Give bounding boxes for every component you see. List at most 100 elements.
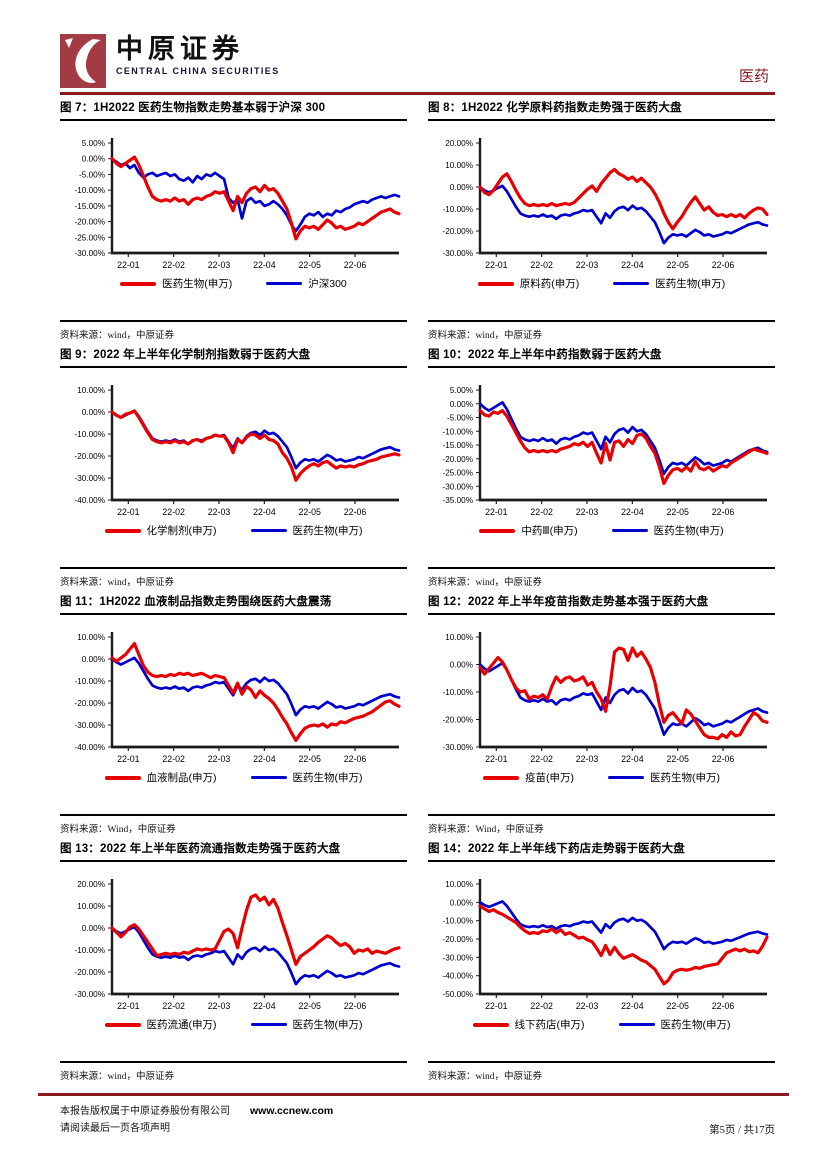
svg-text:-30.00%: -30.00% xyxy=(443,743,474,752)
chart-title: 图 11：1H2022 血液制品指数走势围绕医药大盘震荡 xyxy=(60,591,407,615)
svg-text:0.00%: 0.00% xyxy=(450,661,473,670)
svg-text:22-04: 22-04 xyxy=(621,754,644,764)
legend-label: 血液制品(申万) xyxy=(146,772,217,784)
svg-text:10.00%: 10.00% xyxy=(77,633,105,642)
line-chart: 10.00% 0.00% -10.00% -20.00% -30.00% -40.00% -… xyxy=(428,862,775,1032)
svg-text:-30.00%: -30.00% xyxy=(75,990,106,999)
chart-panel-fig7: 图 7：1H2022 医药生物指数走势基本弱于沪深 300 5.00% 0.00%… xyxy=(60,97,407,344)
svg-text:-40.00%: -40.00% xyxy=(443,972,474,981)
chart-panel-fig12: 图 12：2022 年上半年疫苗指数走势基本强于医药大盘 10.00% 0.00%… xyxy=(428,591,775,838)
blue-line-swatch xyxy=(250,775,287,780)
legend-entry: 医药生物(申万) xyxy=(250,1017,363,1032)
brand-name-en: CENTRAL CHINA SECURITIES xyxy=(116,66,280,77)
svg-text:-10.00%: -10.00% xyxy=(443,917,474,926)
svg-text:22-06: 22-06 xyxy=(344,1001,367,1011)
chart-canvas: 10.00% 0.00% -10.00% -20.00% -30.00% -40.00% -… xyxy=(428,874,775,1013)
svg-text:10.00%: 10.00% xyxy=(77,902,105,911)
svg-text:10.00%: 10.00% xyxy=(445,161,473,170)
legend-label: 医药生物(申万) xyxy=(653,525,724,537)
header-rule xyxy=(60,92,775,95)
svg-text:22-06: 22-06 xyxy=(344,507,367,517)
chart-canvas: 20.00% 10.00% 0.00% -10.00% -20.00% -30.00% 22… xyxy=(428,133,775,272)
svg-text:22-03: 22-03 xyxy=(576,260,599,270)
svg-text:0.00%: 0.00% xyxy=(450,400,473,409)
svg-text:22-05: 22-05 xyxy=(666,260,689,270)
legend-entry: 化学制剂(申万) xyxy=(104,523,217,538)
svg-text:0.00%: 0.00% xyxy=(82,155,105,164)
svg-text:22-02: 22-02 xyxy=(162,260,185,270)
svg-text:0.00%: 0.00% xyxy=(450,183,473,192)
svg-text:5.00%: 5.00% xyxy=(450,386,473,395)
svg-text:22-04: 22-04 xyxy=(253,507,276,517)
svg-text:-10.00%: -10.00% xyxy=(443,427,474,436)
svg-text:22-01: 22-01 xyxy=(485,507,508,517)
svg-text:22-06: 22-06 xyxy=(712,507,735,517)
blue-line-swatch xyxy=(266,281,303,286)
disclaimer-text: 请阅读最后一页各项声明 xyxy=(60,1123,170,1134)
svg-text:-30.00%: -30.00% xyxy=(443,249,474,258)
svg-text:22-02: 22-02 xyxy=(530,260,553,270)
source-note: 资料来源：wind，中原证券 xyxy=(428,567,775,591)
source-note: 资料来源：wind，中原证券 xyxy=(60,320,407,344)
svg-text:22-03: 22-03 xyxy=(576,1001,599,1011)
legend-label: 中药Ⅲ(申万) xyxy=(521,525,578,537)
svg-text:-30.00%: -30.00% xyxy=(75,249,106,258)
chart-panel-fig10: 图 10：2022 年上半年中药指数弱于医药大盘 5.00% 0.00% -5.00… xyxy=(428,344,775,591)
svg-text:-30.00%: -30.00% xyxy=(75,474,106,483)
svg-text:22-03: 22-03 xyxy=(576,754,599,764)
svg-text:22-05: 22-05 xyxy=(666,1001,689,1011)
chart-panel-fig11: 图 11：1H2022 血液制品指数走势围绕医药大盘震荡 10.00% 0.00%… xyxy=(60,591,407,838)
legend-entry: 医药生物(申万) xyxy=(250,523,363,538)
legend-label: 医药流通(申万) xyxy=(146,1019,217,1031)
svg-text:-25.00%: -25.00% xyxy=(443,469,474,478)
svg-text:-35.00%: -35.00% xyxy=(443,496,474,505)
svg-text:22-03: 22-03 xyxy=(208,507,231,517)
svg-text:22-04: 22-04 xyxy=(621,260,644,270)
source-note: 资料来源：wind，中原证券 xyxy=(428,320,775,344)
line-chart: 5.00% 0.00% -5.00% -10.00% -15.00% -20.00% -25… xyxy=(428,368,775,538)
copyright-text: 本报告版权属于中原证券股份有限公司 xyxy=(60,1106,230,1117)
svg-text:-15.00%: -15.00% xyxy=(75,202,106,211)
footer-rule xyxy=(38,1093,789,1096)
svg-text:-50.00%: -50.00% xyxy=(443,990,474,999)
red-line-swatch xyxy=(104,1022,141,1027)
svg-text:-30.00%: -30.00% xyxy=(443,953,474,962)
svg-text:-20.00%: -20.00% xyxy=(75,218,106,227)
chart-panel-fig13: 图 13：2022 年上半年医药流通指数走势强于医药大盘 20.00% 10.00… xyxy=(60,838,407,1085)
chart-canvas: 10.00% 0.00% -10.00% -20.00% -30.00% -40.00% 2… xyxy=(60,627,407,766)
line-chart: 10.00% 0.00% -10.00% -20.00% -30.00% 22-01 22-… xyxy=(428,615,775,785)
chart-canvas: 5.00% 0.00% -5.00% -10.00% -15.00% -20.00% -25… xyxy=(60,133,407,272)
svg-text:22-05: 22-05 xyxy=(298,507,321,517)
svg-text:22-06: 22-06 xyxy=(712,754,735,764)
brand-block: 中原证券 CENTRAL CHINA SECURITIES xyxy=(60,34,280,88)
svg-text:22-03: 22-03 xyxy=(208,260,231,270)
company-logo-icon xyxy=(60,34,106,88)
svg-text:22-05: 22-05 xyxy=(666,507,689,517)
svg-text:-30.00%: -30.00% xyxy=(443,482,474,491)
legend-entry: 医药生物(申万) xyxy=(120,276,232,291)
chart-canvas: 5.00% 0.00% -5.00% -10.00% -15.00% -20.00% -25… xyxy=(428,380,775,519)
legend-label: 医药生物(申万) xyxy=(292,1019,363,1031)
svg-text:22-05: 22-05 xyxy=(298,754,321,764)
svg-text:22-04: 22-04 xyxy=(253,260,276,270)
source-note: 资料来源：Wind，中原证券 xyxy=(428,814,775,838)
svg-text:22-01: 22-01 xyxy=(485,754,508,764)
red-line-swatch xyxy=(104,528,141,533)
blue-line-swatch xyxy=(608,775,644,780)
legend-entry: 医药生物(申万) xyxy=(608,770,720,785)
svg-text:-20.00%: -20.00% xyxy=(75,968,106,977)
red-line-swatch xyxy=(472,1022,509,1027)
chart-title: 图 8：1H2022 化学原料药指数走势强于医药大盘 xyxy=(428,97,775,121)
svg-text:-10.00%: -10.00% xyxy=(443,205,474,214)
svg-text:5.00%: 5.00% xyxy=(82,139,105,148)
svg-text:22-03: 22-03 xyxy=(208,1001,231,1011)
svg-text:22-02: 22-02 xyxy=(530,1001,553,1011)
line-chart: 20.00% 10.00% 0.00% -10.00% -20.00% -30.00% 22… xyxy=(60,862,407,1032)
svg-text:-20.00%: -20.00% xyxy=(75,452,106,461)
svg-text:22-05: 22-05 xyxy=(298,260,321,270)
svg-text:22-02: 22-02 xyxy=(530,507,553,517)
svg-text:22-01: 22-01 xyxy=(117,754,140,764)
legend-label: 线下药店(申万) xyxy=(514,1019,585,1031)
legend-entry: 原料药(申万) xyxy=(477,276,579,291)
svg-text:-40.00%: -40.00% xyxy=(75,496,106,505)
